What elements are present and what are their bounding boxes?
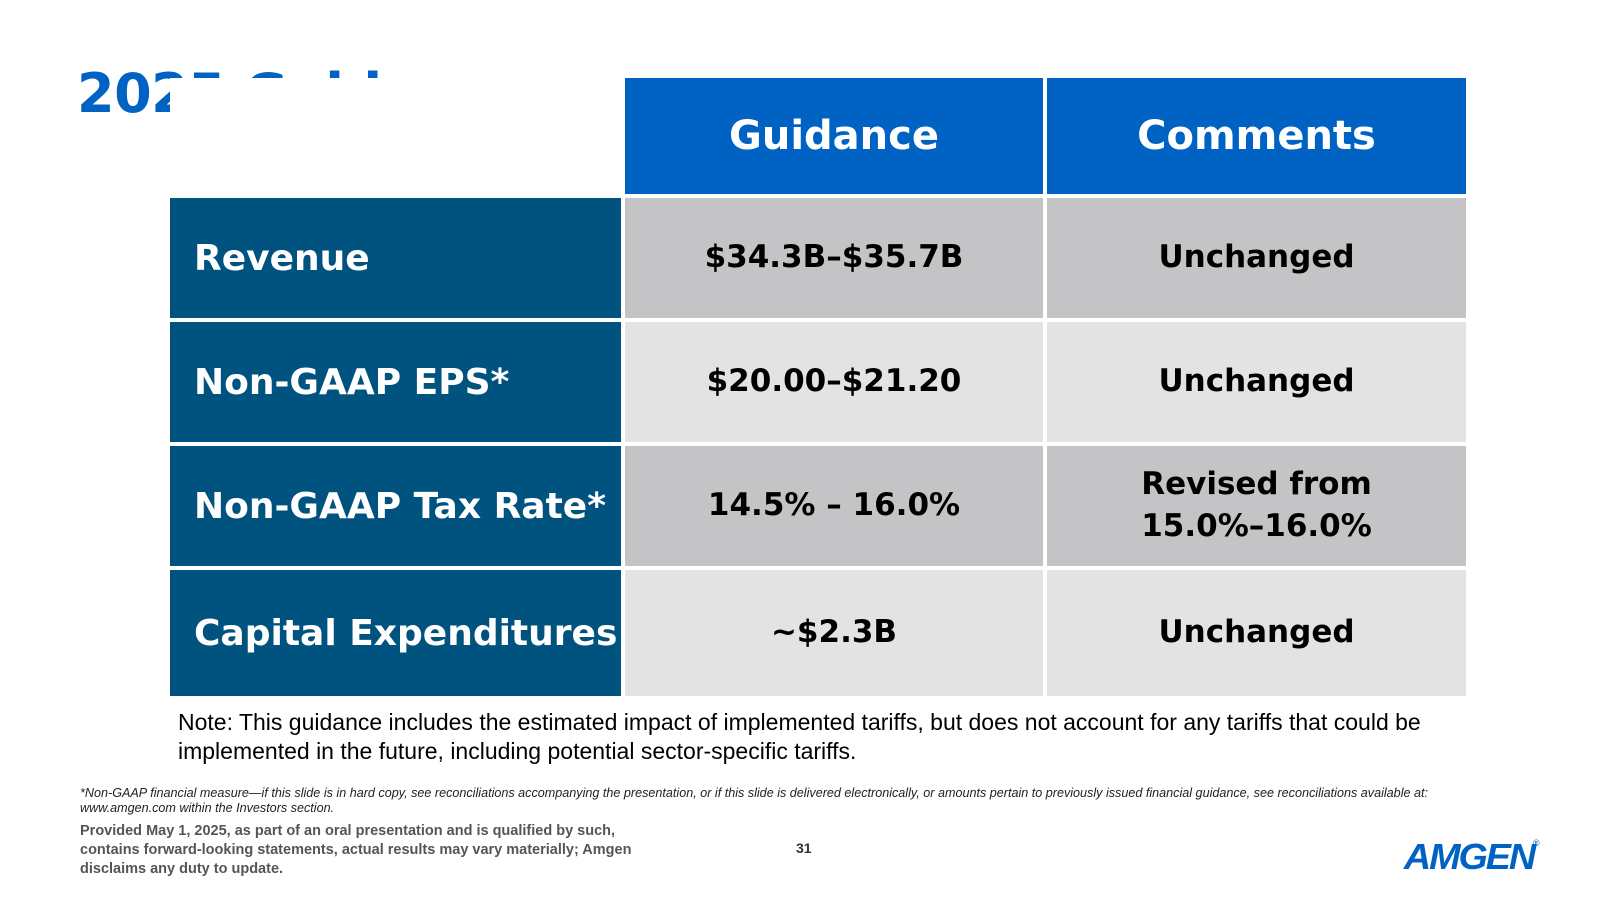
header-comments: Comments [1047,78,1466,194]
revenue-comment: Unchanged [1047,198,1466,318]
registered-mark: ® [1533,838,1540,848]
row-label-capex: Capital Expenditures [170,570,621,696]
revenue-guidance: $34.3B–$35.7B [625,198,1043,318]
row-label-revenue: Revenue [170,198,621,318]
logo-wordmark: AMGEN [1403,836,1536,877]
row-label-eps: Non-GAAP EPS* [170,322,621,442]
table-corner [170,78,621,194]
tax-rate-comment-line1: Revised from [1141,466,1372,503]
capex-comment: Unchanged [1047,570,1466,696]
header-guidance: Guidance [625,78,1043,194]
amgen-logo: AMGEN ® [1403,836,1540,878]
eps-guidance: $20.00–$21.20 [625,322,1043,442]
row-label-tax-rate: Non-GAAP Tax Rate* [170,446,621,566]
guidance-table: Guidance Comments Revenue $34.3B–$35.7B … [170,78,1466,696]
eps-comment: Unchanged [1047,322,1466,442]
tax-rate-comment: Revised from 15.0%–16.0% [1047,446,1466,566]
forward-looking-disclaimer: Provided May 1, 2025, as part of an oral… [80,823,632,877]
tax-rate-guidance: 14.5% – 16.0% [625,446,1043,566]
tax-rate-comment-line2: 15.0%–16.0% [1141,508,1372,544]
tariff-note: Note: This guidance includes the estimat… [178,709,1421,764]
page-number: 31 [796,840,812,856]
non-gaap-footnote: *Non-GAAP financial measure—if this slid… [80,786,1428,815]
capex-guidance: ~$2.3B [625,570,1043,696]
